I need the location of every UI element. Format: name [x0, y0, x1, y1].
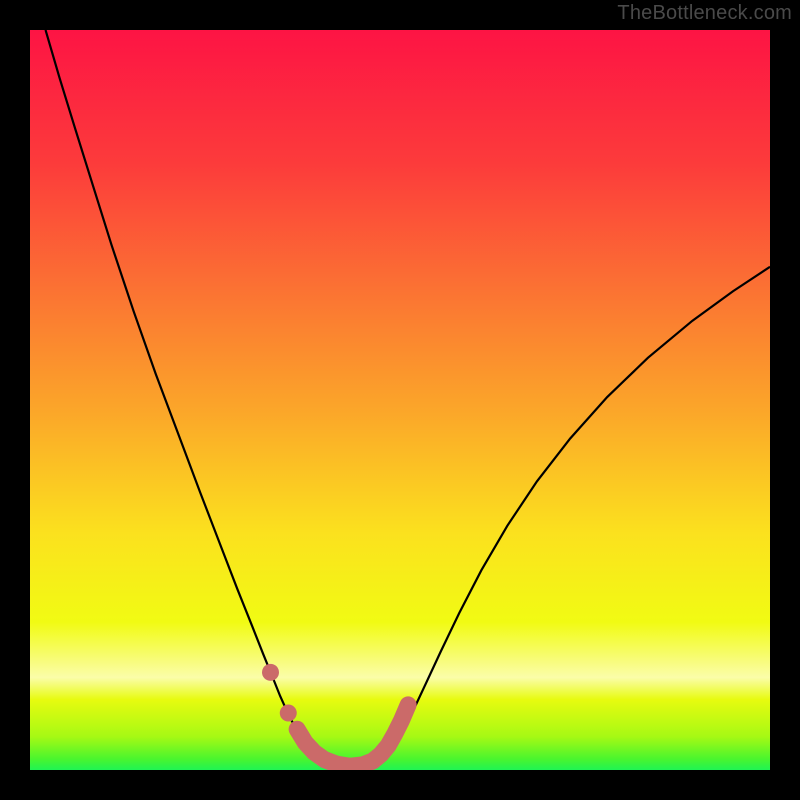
highlight-dots: [280, 705, 297, 722]
main-v-curve: [46, 30, 770, 768]
highlight-arc-left: [297, 729, 350, 766]
watermark-text: TheBottleneck.com: [617, 2, 792, 25]
curve-layer: [30, 30, 770, 770]
plot-area: [30, 30, 770, 770]
highlight-arc-right: [350, 705, 408, 766]
highlight-dots: [262, 664, 279, 681]
chart-root: TheBottleneck.com: [0, 0, 800, 800]
